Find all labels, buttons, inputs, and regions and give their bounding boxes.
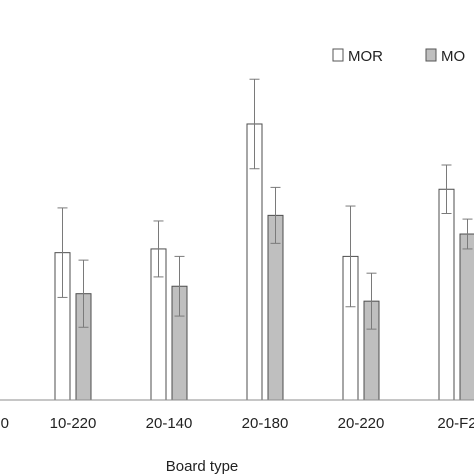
legend-swatch-moe <box>425 48 437 62</box>
error-bar-moe-10-220 <box>78 259 89 328</box>
legend-label-moe: MO <box>441 48 465 65</box>
error-bar-mor-20-F220 <box>441 164 452 214</box>
error-bar-mor-20-180 <box>249 78 260 170</box>
x-tick-labels: 0 10-220 20-140 20-180 20-220 20-F2 <box>1 415 474 432</box>
legend: MOR MO <box>332 48 465 65</box>
error-bar-mor-10-220 <box>57 207 68 298</box>
legend-swatch-mor <box>332 48 344 62</box>
error-bar-moe-20-F220 <box>462 218 473 250</box>
error-bar-moe-20-140 <box>174 255 185 317</box>
x-tick-label: 10-220 <box>50 415 97 432</box>
x-tick-label: 0 <box>1 415 9 432</box>
error-bar-moe-20-220 <box>366 272 377 330</box>
x-tick-label: 20-140 <box>146 415 193 432</box>
error-bar-mor-20-220 <box>345 205 356 308</box>
x-tick-label: 20-180 <box>242 415 289 432</box>
error-bar-moe-20-180 <box>270 186 281 244</box>
bar-mor-20-F220 <box>438 188 455 401</box>
x-tick-label: 20-220 <box>338 415 385 432</box>
x-tick-label: 20-F2 <box>437 415 474 432</box>
x-axis-title: Board type <box>166 458 239 474</box>
bar-moe-20-F220 <box>459 233 474 401</box>
legend-label-mor: MOR <box>348 48 383 65</box>
bars-layer <box>54 78 474 401</box>
error-bar-mor-20-140 <box>153 220 164 278</box>
